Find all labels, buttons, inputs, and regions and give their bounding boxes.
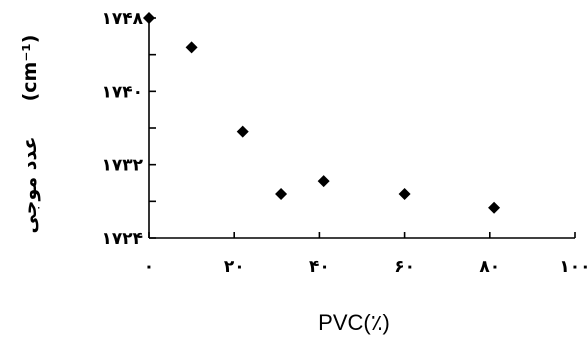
x-tick-label: ۸۰ xyxy=(479,257,500,277)
x-axis-title: PVC(٪) xyxy=(318,310,390,335)
axis-ticks xyxy=(148,17,576,239)
y-axis-title: عدد موجی (cm⁻¹) xyxy=(19,35,41,234)
x-tick-label: ۰ xyxy=(144,257,154,277)
axes xyxy=(148,18,575,239)
y-axis-title-main: عدد موجی xyxy=(19,137,41,234)
data-point xyxy=(185,41,198,54)
data-point xyxy=(143,12,155,24)
y-tick-label: ۱۷۲۴ xyxy=(101,229,143,249)
y-tick-label: ۱۷۴۰ xyxy=(101,82,143,102)
axis-tick-labels: ۱۷۲۴ ۱۷۳۲ ۱۷۴۰ ۱۷۴۸ ۰ ۲۰ ۴۰ ۶۰ ۸۰ ۱۰۰ xyxy=(101,9,587,277)
data-point xyxy=(398,188,411,200)
data-point xyxy=(488,201,501,214)
y-tick-label: ۱۷۴۸ xyxy=(101,9,143,29)
x-tick-label: ۶۰ xyxy=(394,257,415,277)
data-point xyxy=(317,175,330,188)
x-tick-label: ۱۰۰ xyxy=(559,257,587,277)
data-point xyxy=(236,125,249,138)
y-tick-label: ۱۷۳۲ xyxy=(101,156,143,176)
x-tick-label: ۲۰ xyxy=(224,257,245,277)
data-point xyxy=(275,188,288,200)
data-points xyxy=(143,12,501,214)
x-tick-label: ۴۰ xyxy=(309,257,330,277)
y-axis-title-unit: (cm⁻¹) xyxy=(19,35,41,102)
